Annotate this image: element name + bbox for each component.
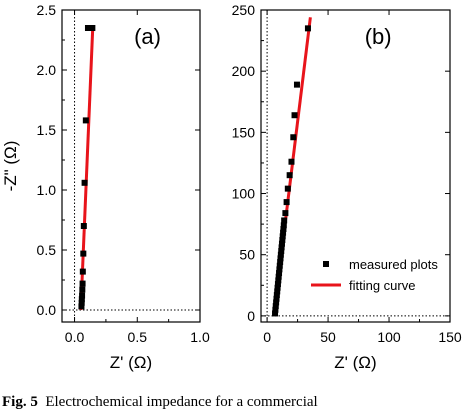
panel-a-chart: 0.0 0.5 1.0 0.0 0.5 1.0 1.5 2.0 2.5 (a) Z' (Ω) -Z" … — [1, 2, 210, 372]
legend-marker-swatch — [323, 261, 329, 267]
data-point — [280, 222, 287, 229]
data-point — [272, 310, 279, 317]
x-tick-label: 100 — [377, 329, 401, 345]
data-point — [80, 223, 87, 229]
panel-b-chart: 0 50 100 150 0 50 100 150 200 250 (b) Z' (Ω) measure… — [232, 2, 462, 372]
data-point — [79, 292, 86, 299]
data-point — [79, 268, 86, 275]
data-point — [273, 299, 280, 306]
data-point — [284, 185, 291, 192]
data-point — [273, 292, 280, 299]
data-point — [278, 240, 285, 247]
data-point — [290, 134, 297, 141]
caption-label: Fig. 5 — [2, 394, 38, 410]
data-point — [274, 281, 281, 288]
caption-text: Electrochemical impedance for a commerci… — [45, 394, 318, 410]
data-point — [274, 284, 281, 291]
y-tick-label: 50 — [239, 247, 255, 263]
x-axis-label: Z' (Ω) — [110, 353, 152, 372]
data-point — [281, 217, 288, 224]
x-tick-label: 150 — [438, 329, 462, 345]
y-tick-label: 1.0 — [37, 182, 57, 198]
data-point — [84, 25, 91, 31]
data-point — [277, 259, 284, 266]
fitting-curve-line — [79, 27, 95, 311]
data-point — [78, 299, 85, 306]
data-point — [288, 158, 295, 165]
data-point — [282, 210, 289, 217]
y-tick-label: 0.0 — [37, 302, 57, 318]
data-point — [272, 306, 279, 313]
data-point — [291, 112, 298, 119]
legend-entry-label: fitting curve — [349, 278, 415, 293]
data-point — [78, 296, 85, 303]
y-tick-label: 0 — [247, 308, 255, 324]
figure: 0.0 0.5 1.0 0.0 0.5 1.0 1.5 2.0 2.5 (a) Z' (Ω) -Z" … — [1, 2, 462, 372]
data-point — [273, 295, 280, 302]
data-point — [277, 251, 284, 258]
panel-label: (b) — [365, 24, 392, 49]
y-tick-label: 0.5 — [37, 242, 57, 258]
y-tick-label: 250 — [232, 2, 256, 18]
data-point — [276, 270, 283, 277]
x-tick-label: 1.0 — [190, 329, 210, 345]
data-point — [272, 303, 279, 310]
x-tick-label: 0.5 — [128, 329, 148, 345]
data-point — [79, 286, 86, 293]
x-tick-label: 0.0 — [65, 329, 85, 345]
plot-frame — [61, 9, 201, 323]
data-point — [279, 233, 286, 240]
data-point — [274, 288, 281, 295]
data-point — [279, 237, 286, 244]
x-axis-label: Z' (Ω) — [334, 353, 376, 372]
data-point — [283, 199, 290, 206]
panel-label: (a) — [134, 24, 161, 49]
data-point — [278, 244, 285, 251]
data-point — [82, 117, 89, 124]
data-point — [280, 226, 287, 233]
data-point — [78, 303, 85, 310]
data-point — [80, 250, 87, 257]
data-point — [275, 277, 282, 284]
y-tick-label: 100 — [232, 186, 256, 202]
y-tick-label: 1.5 — [37, 122, 57, 138]
y-tick-label: 2.5 — [37, 2, 57, 18]
legend-entry-label: measured plots — [349, 257, 438, 272]
y-tick-label: 2.0 — [37, 62, 57, 78]
y-tick-label: 150 — [232, 124, 256, 140]
data-point — [89, 25, 96, 31]
data-point — [293, 81, 300, 88]
data-point — [277, 255, 284, 262]
data-point — [81, 179, 88, 186]
figure-caption: Fig. 5 Electrochemical impedance for a c… — [2, 394, 474, 411]
x-tick-label: 50 — [320, 329, 336, 345]
data-point — [276, 266, 283, 273]
data-point — [304, 25, 311, 32]
x-tick-label: 0 — [263, 329, 271, 345]
plot-frame — [260, 9, 451, 323]
data-point — [278, 248, 285, 255]
data-point — [275, 273, 282, 280]
data-point — [79, 280, 86, 287]
data-point — [286, 172, 293, 179]
y-axis-label: -Z" (Ω) — [1, 141, 20, 192]
data-point — [276, 262, 283, 269]
y-tick-label: 200 — [232, 63, 256, 79]
data-point — [280, 229, 287, 236]
